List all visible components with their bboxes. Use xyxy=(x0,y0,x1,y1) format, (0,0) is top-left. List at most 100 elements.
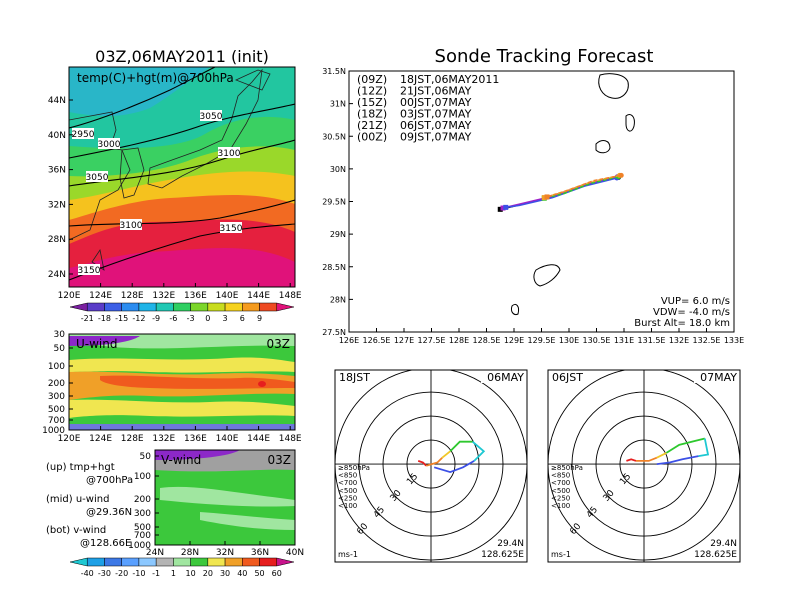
lon-tick-label: 133E xyxy=(724,336,744,345)
colorbar-swatch xyxy=(224,302,243,312)
lat-tick-label: 28N xyxy=(330,295,346,304)
colorbar-label: 10 xyxy=(186,569,196,578)
korea-coast xyxy=(119,147,145,199)
panel-notes: (up) tmp+hgt @700hPa (mid) u-wind @29.36… xyxy=(46,462,133,549)
hodograph-segment xyxy=(449,440,473,452)
colorbar-swatch xyxy=(86,557,105,567)
lon-tick-label: 128E xyxy=(121,434,144,444)
contour-label-bg xyxy=(120,219,142,230)
colorbar-label: -3 xyxy=(187,314,195,323)
lon-tick-label: 136E xyxy=(184,434,207,444)
pressure-tick-label: 100 xyxy=(48,362,65,372)
vwind-time: 03Z xyxy=(268,453,292,467)
track-line xyxy=(546,174,622,198)
hodograph-segment xyxy=(636,456,658,462)
lon-tick-label: 127E xyxy=(394,336,414,345)
launch-param: VDW= -4.0 m/s xyxy=(653,307,730,318)
hodograph-segment xyxy=(698,438,710,457)
legend-run: (21Z) xyxy=(357,119,387,132)
lon-tick-label: 120E xyxy=(58,434,81,444)
colorbar-label: -18 xyxy=(98,314,111,323)
pressure-tick-label: 500 xyxy=(48,405,65,415)
lon-tick-label: 128.5E xyxy=(473,336,501,345)
hodograph-segment xyxy=(417,460,427,467)
colorbar-swatch xyxy=(207,557,226,567)
temperature-map-panel: 2950 3000 3050 3050 3100 3100 3150 3150 … xyxy=(48,66,302,301)
hodograph-title: 06JST xyxy=(552,371,583,384)
height-contour xyxy=(69,103,295,159)
pressure-tick-label: 50 xyxy=(140,452,152,462)
hodograph-date-bg xyxy=(481,371,526,383)
lat-tick-label: 36N xyxy=(48,166,66,176)
legend-run: (15Z) xyxy=(357,96,387,109)
track-start-marker xyxy=(618,172,624,178)
hodograph-date-bg xyxy=(694,371,739,383)
hodograph-level-label: <250 xyxy=(338,494,357,502)
legend-text: 00JST,07MAY xyxy=(400,96,472,109)
right-title: Sonde Tracking Forecast xyxy=(435,46,654,67)
lon-tick-label: 126E xyxy=(339,336,359,345)
colorbar-swatch xyxy=(242,302,260,312)
lon-tick-label: 124E xyxy=(89,434,112,444)
lat-tick-label: 36N xyxy=(251,548,269,558)
lat-tick-label: 24N xyxy=(48,270,66,280)
pressure-tick-label: 300 xyxy=(48,392,65,402)
colorbar-label: -6 xyxy=(169,314,177,323)
hodograph-lon: 128.625E xyxy=(481,550,524,560)
hodograph-segment xyxy=(441,450,451,459)
hodograph-lat: 29.4N xyxy=(497,539,524,549)
hodograph-segment xyxy=(656,452,667,459)
hodograph-lat: 29.4N xyxy=(710,539,737,549)
uwind-time: 03Z xyxy=(267,337,291,351)
lon-tick-label: 126.5E xyxy=(363,336,391,345)
lon-tick-label: 148E xyxy=(279,434,302,444)
legend-text: 18JST,06MAY2011 xyxy=(400,73,499,86)
colorbar-label: -20 xyxy=(115,569,128,578)
contour-label: 3100 xyxy=(120,221,143,231)
tracking-lon-ticks: 126E 126.5E 127E 127.5E 128E 128.5E 129E 129.5E… xyxy=(339,328,744,345)
vwind-band-light xyxy=(160,486,295,507)
note-sub: @128.66E xyxy=(80,538,131,549)
contour-label: 3100 xyxy=(218,149,241,159)
colorbar-swatch xyxy=(173,557,191,567)
lon-tick-label: 148E xyxy=(279,291,302,301)
hodograph-level-label: <100 xyxy=(551,502,570,510)
hodograph-unit: ms-1 xyxy=(551,550,571,559)
height-contour xyxy=(69,67,216,129)
vwind-label: V-wind xyxy=(161,453,201,467)
hokkaido-coast xyxy=(234,69,271,91)
colorbar-swatch xyxy=(121,302,140,312)
contour-label-bg xyxy=(218,147,240,158)
launch-param: VUP= 6.0 m/s xyxy=(661,296,730,307)
colorbar-swatch xyxy=(259,302,278,312)
uwind-band-yellow xyxy=(69,357,295,373)
contour-label: 3050 xyxy=(86,173,109,183)
lon-tick-label: 128E xyxy=(449,336,469,345)
track-end-marker xyxy=(544,194,550,200)
lat-tick-label: 29N xyxy=(330,230,346,239)
pressure-tick-label: 300 xyxy=(134,509,151,519)
note-key: (bot) v-wind xyxy=(46,525,106,536)
colorbar-label: -10 xyxy=(132,569,145,578)
contour-label-bg xyxy=(72,128,94,139)
contour-label-bg xyxy=(98,138,120,149)
colorbar-label: 50 xyxy=(254,569,264,578)
lon-tick-label: 132E xyxy=(152,291,175,301)
colorbar-swatch xyxy=(138,302,157,312)
lon-tick-label: 124E xyxy=(89,291,112,301)
uwind-band-yellow-low xyxy=(69,399,295,418)
legend-text: 06JST,07MAY xyxy=(400,119,472,132)
uwind-band-surface xyxy=(69,424,295,430)
contour-label-bg xyxy=(86,171,108,182)
colorbar-swatch xyxy=(242,557,260,567)
colorbar-swatch xyxy=(276,557,295,567)
colorbar-label: 3 xyxy=(223,314,228,323)
hodograph-title-bg xyxy=(336,371,372,383)
lat-tick-label: 32N xyxy=(48,200,66,210)
legend-run: (09Z) xyxy=(357,73,387,86)
hodograph-level-label: <250 xyxy=(551,494,570,502)
pressure-tick-label: 200 xyxy=(134,495,151,505)
